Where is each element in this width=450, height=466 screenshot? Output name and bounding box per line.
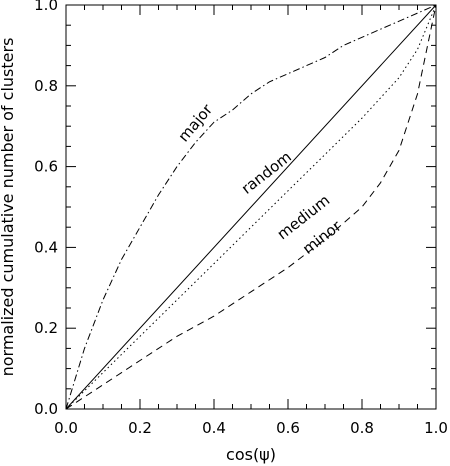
x-tick-label: 0.6 <box>276 419 300 437</box>
series-minor-line <box>65 4 437 410</box>
y-tick-label: 0.8 <box>34 77 58 95</box>
x-tick-label: 0.0 <box>54 419 78 437</box>
x-tick-label: 1.0 <box>424 419 448 437</box>
tick-labels: 0.0 0.2 0.4 0.6 0.8 1.0 0.0 0.2 0.4 0.6 0.8 1.0 <box>34 0 448 437</box>
y-tick-label: 1.0 <box>34 0 58 14</box>
y-tick-label: 0.4 <box>34 238 58 256</box>
x-tick-label: 0.8 <box>350 419 374 437</box>
y-tick-label: 0.2 <box>34 319 58 337</box>
curves <box>65 4 437 410</box>
series-medium-line <box>65 4 437 410</box>
x-tick-label: 0.2 <box>128 419 152 437</box>
y-tick-label: 0.0 <box>34 400 58 418</box>
series-random-line <box>65 4 437 410</box>
y-axis-label: normalized cumulative number of clusters <box>0 38 17 377</box>
x-axis-label: cos(ψ) <box>226 445 276 464</box>
series-major-line <box>65 4 437 410</box>
y-tick-label: 0.6 <box>34 158 58 176</box>
x-tick-label: 0.4 <box>202 419 226 437</box>
ticks <box>65 4 437 410</box>
curve-label-major: major <box>175 100 217 145</box>
